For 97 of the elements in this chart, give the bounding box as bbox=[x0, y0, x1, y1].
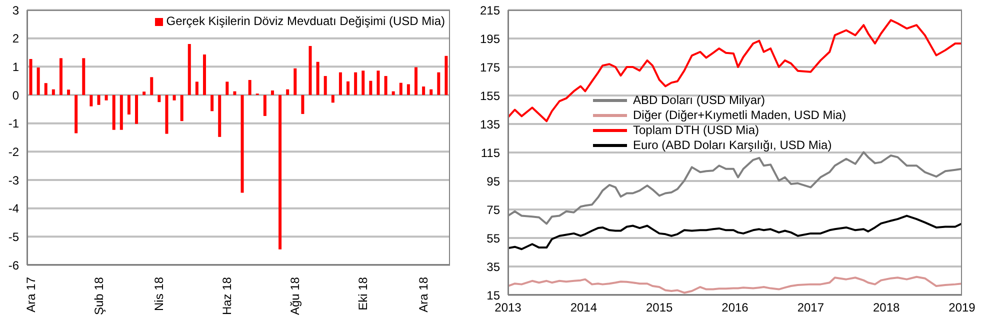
bar bbox=[278, 95, 282, 250]
bar bbox=[240, 95, 244, 193]
bar bbox=[437, 72, 440, 95]
y-tick-label: 3 bbox=[12, 3, 20, 18]
bar bbox=[226, 82, 229, 95]
bar bbox=[74, 95, 78, 134]
bar bbox=[414, 67, 418, 95]
bar bbox=[195, 82, 198, 95]
bar bbox=[59, 58, 62, 95]
x-tick-label: Eki 18 bbox=[356, 276, 370, 310]
bar bbox=[218, 95, 222, 137]
x-tick-label: Ara 18 bbox=[416, 276, 431, 312]
x-tick-label: 2016 bbox=[722, 300, 749, 315]
y-tick-label: 95 bbox=[486, 174, 500, 188]
bar bbox=[180, 95, 184, 122]
x-tick-label: Nis 18 bbox=[152, 276, 166, 312]
bar bbox=[90, 95, 93, 106]
bar bbox=[406, 84, 410, 95]
x-tick-label: 2017 bbox=[797, 300, 824, 315]
bar bbox=[346, 81, 350, 95]
x-tick-label: 2015 bbox=[646, 300, 674, 315]
bar bbox=[308, 46, 312, 95]
bar bbox=[135, 95, 138, 124]
legend-label: Toplam DTH (USD Mia) bbox=[633, 123, 760, 138]
bar bbox=[165, 95, 168, 134]
bar bbox=[248, 80, 252, 95]
bar bbox=[362, 70, 365, 95]
y-tick-label: 175 bbox=[480, 60, 500, 74]
bar bbox=[210, 95, 214, 112]
bar bbox=[82, 58, 86, 95]
line-series bbox=[508, 214, 962, 250]
y-tick-label: 75 bbox=[486, 202, 500, 217]
y-tick-label: -1 bbox=[8, 116, 20, 131]
bar bbox=[316, 62, 320, 95]
bar bbox=[36, 68, 40, 95]
bar bbox=[120, 95, 123, 130]
y-tick-label: -5 bbox=[8, 230, 20, 244]
x-tick-label: 2013 bbox=[494, 300, 522, 315]
bar bbox=[188, 44, 191, 95]
bar bbox=[44, 83, 48, 95]
y-tick-label: 1 bbox=[12, 60, 20, 74]
bar bbox=[399, 82, 402, 95]
legend-label: Gerçek Kişilerin Döviz Mevduatı Değişimi (USD Mia) bbox=[166, 14, 445, 29]
bar bbox=[29, 59, 32, 95]
bar bbox=[331, 95, 334, 103]
bar bbox=[301, 95, 304, 114]
y-tick-label: 2 bbox=[12, 32, 20, 46]
bar bbox=[376, 70, 380, 95]
bar bbox=[430, 89, 433, 95]
bar bbox=[104, 95, 108, 100]
bar bbox=[338, 72, 342, 95]
bar bbox=[67, 90, 70, 95]
bar bbox=[422, 86, 426, 95]
bar bbox=[150, 77, 154, 95]
x-tick-label: 2018 bbox=[872, 300, 900, 315]
legend-label: ABD Doları (USD Milyar) bbox=[633, 93, 766, 108]
y-tick-label: -3 bbox=[8, 173, 20, 188]
x-tick-label: Haz 18 bbox=[220, 276, 234, 316]
bar bbox=[142, 92, 146, 95]
bar bbox=[172, 95, 176, 100]
bar bbox=[263, 95, 266, 116]
x-tick-label: 2019 bbox=[948, 300, 976, 315]
x-tick-label: Şub 18 bbox=[92, 276, 106, 316]
y-tick-label: -2 bbox=[8, 144, 20, 159]
bar bbox=[392, 91, 395, 95]
bar bbox=[324, 76, 327, 95]
bar bbox=[97, 95, 100, 105]
bar bbox=[127, 95, 130, 115]
legend-label: Diğer (Diğer+Kıymetli Maden, USD Mia) bbox=[633, 108, 846, 123]
y-tick-label: 195 bbox=[480, 32, 500, 46]
y-tick-label: 15 bbox=[486, 288, 500, 302]
line-series bbox=[508, 19, 962, 122]
x-tick-label: 2014 bbox=[570, 300, 598, 315]
bar bbox=[112, 95, 116, 130]
y-tick-label: 55 bbox=[486, 231, 500, 246]
x-tick-label: Ara 17 bbox=[24, 276, 38, 312]
y-tick-label: 35 bbox=[486, 260, 500, 274]
bar bbox=[444, 56, 448, 95]
y-tick-label: -4 bbox=[8, 202, 20, 216]
y-tick-label: 215 bbox=[480, 3, 500, 18]
y-tick-label: 155 bbox=[480, 88, 500, 103]
bar bbox=[354, 72, 358, 95]
y-tick-label: -6 bbox=[8, 258, 20, 272]
bar bbox=[384, 76, 388, 95]
y-tick-label: 0 bbox=[12, 88, 20, 102]
bar bbox=[52, 89, 55, 95]
bar bbox=[203, 54, 206, 95]
bar bbox=[294, 68, 297, 95]
legend-label: Euro (ABD Doları Karşılığı, USD Mia) bbox=[633, 138, 832, 153]
bar bbox=[286, 89, 290, 95]
bar bbox=[270, 90, 274, 95]
bar bbox=[158, 95, 161, 102]
x-tick-label: Ağu 18 bbox=[288, 276, 302, 316]
bar bbox=[233, 91, 236, 95]
y-tick-label: 115 bbox=[480, 146, 500, 160]
bar bbox=[369, 80, 372, 95]
y-tick-label: 135 bbox=[480, 117, 500, 132]
